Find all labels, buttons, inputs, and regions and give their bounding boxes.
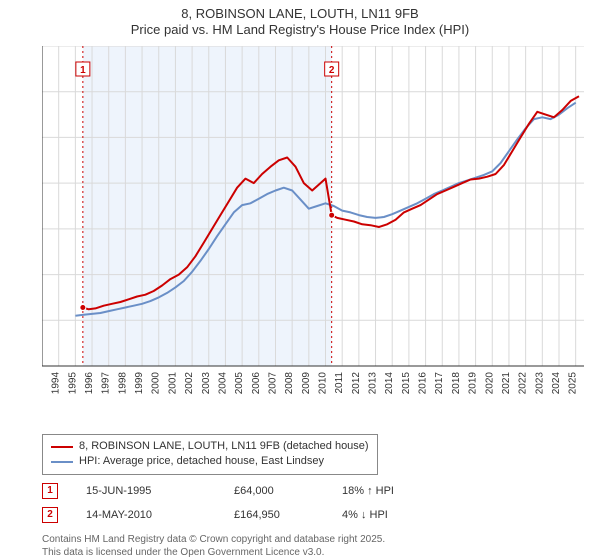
svg-text:2008: 2008 bbox=[284, 372, 295, 395]
svg-text:2003: 2003 bbox=[201, 372, 212, 395]
svg-text:1993: 1993 bbox=[42, 372, 45, 395]
credit-line-1: Contains HM Land Registry data © Crown c… bbox=[42, 533, 584, 546]
credit-block: Contains HM Land Registry data © Crown c… bbox=[42, 533, 584, 559]
event-row-1: 1 15-JUN-1995 £64,000 18% ↑ HPI bbox=[42, 483, 584, 499]
legend-box: 8, ROBINSON LANE, LOUTH, LN11 9FB (detac… bbox=[42, 434, 378, 475]
svg-text:1999: 1999 bbox=[134, 372, 145, 395]
svg-text:2024: 2024 bbox=[551, 372, 562, 395]
svg-text:2010: 2010 bbox=[318, 372, 329, 395]
svg-text:1: 1 bbox=[80, 65, 86, 76]
svg-text:1997: 1997 bbox=[101, 372, 112, 395]
event-hpi-1: 18% ↑ HPI bbox=[342, 485, 394, 497]
svg-text:1995: 1995 bbox=[67, 372, 78, 395]
svg-text:2022: 2022 bbox=[518, 372, 529, 395]
legend-label-price-paid: 8, ROBINSON LANE, LOUTH, LN11 9FB (detac… bbox=[79, 439, 369, 454]
title-line-2: Price paid vs. HM Land Registry's House … bbox=[0, 22, 600, 38]
legend-swatch-hpi bbox=[51, 461, 73, 463]
svg-text:2004: 2004 bbox=[217, 372, 228, 395]
svg-text:2001: 2001 bbox=[167, 372, 178, 395]
svg-text:2025: 2025 bbox=[568, 372, 579, 395]
svg-text:2009: 2009 bbox=[301, 372, 312, 395]
svg-text:2013: 2013 bbox=[368, 372, 379, 395]
credit-line-2: This data is licensed under the Open Gov… bbox=[42, 546, 584, 559]
svg-text:2015: 2015 bbox=[401, 372, 412, 395]
svg-text:2018: 2018 bbox=[451, 372, 462, 395]
event-price-2: £164,950 bbox=[234, 509, 314, 521]
svg-text:2000: 2000 bbox=[151, 372, 162, 395]
svg-text:1994: 1994 bbox=[51, 372, 62, 395]
svg-text:2011: 2011 bbox=[334, 372, 345, 394]
legend-swatch-price-paid bbox=[51, 446, 73, 448]
svg-text:2014: 2014 bbox=[384, 372, 395, 395]
svg-text:2020: 2020 bbox=[484, 372, 495, 395]
event-marker-1: 1 bbox=[42, 483, 58, 499]
svg-text:2: 2 bbox=[329, 65, 335, 76]
svg-text:1996: 1996 bbox=[84, 372, 95, 395]
svg-text:2006: 2006 bbox=[251, 372, 262, 395]
svg-text:1998: 1998 bbox=[117, 372, 128, 395]
svg-text:2005: 2005 bbox=[234, 372, 245, 395]
footer-block: 8, ROBINSON LANE, LOUTH, LN11 9FB (detac… bbox=[42, 434, 584, 559]
chart-svg: £0£50K£100K£150K£200K£250K£300K£350K1993… bbox=[42, 46, 584, 398]
svg-text:2017: 2017 bbox=[434, 372, 445, 395]
event-price-1: £64,000 bbox=[234, 485, 314, 497]
svg-text:2012: 2012 bbox=[351, 372, 362, 395]
title-line-1: 8, ROBINSON LANE, LOUTH, LN11 9FB bbox=[0, 6, 600, 22]
svg-text:2007: 2007 bbox=[267, 372, 278, 395]
svg-text:2016: 2016 bbox=[418, 372, 429, 395]
svg-text:2023: 2023 bbox=[534, 372, 545, 395]
svg-text:2021: 2021 bbox=[501, 372, 512, 395]
chart-container: 8, ROBINSON LANE, LOUTH, LN11 9FB Price … bbox=[0, 0, 600, 560]
event-hpi-2: 4% ↓ HPI bbox=[342, 509, 388, 521]
event-row-2: 2 14-MAY-2010 £164,950 4% ↓ HPI bbox=[42, 507, 584, 523]
chart-area: £0£50K£100K£150K£200K£250K£300K£350K1993… bbox=[42, 46, 584, 398]
legend-label-hpi: HPI: Average price, detached house, East… bbox=[79, 454, 324, 469]
legend-row-hpi: HPI: Average price, detached house, East… bbox=[51, 454, 369, 469]
svg-text:2019: 2019 bbox=[468, 372, 479, 395]
legend-row-price-paid: 8, ROBINSON LANE, LOUTH, LN11 9FB (detac… bbox=[51, 439, 369, 454]
event-date-2: 14-MAY-2010 bbox=[86, 509, 206, 521]
svg-text:2002: 2002 bbox=[184, 372, 195, 395]
title-block: 8, ROBINSON LANE, LOUTH, LN11 9FB Price … bbox=[0, 0, 600, 39]
event-marker-2: 2 bbox=[42, 507, 58, 523]
event-date-1: 15-JUN-1995 bbox=[86, 485, 206, 497]
